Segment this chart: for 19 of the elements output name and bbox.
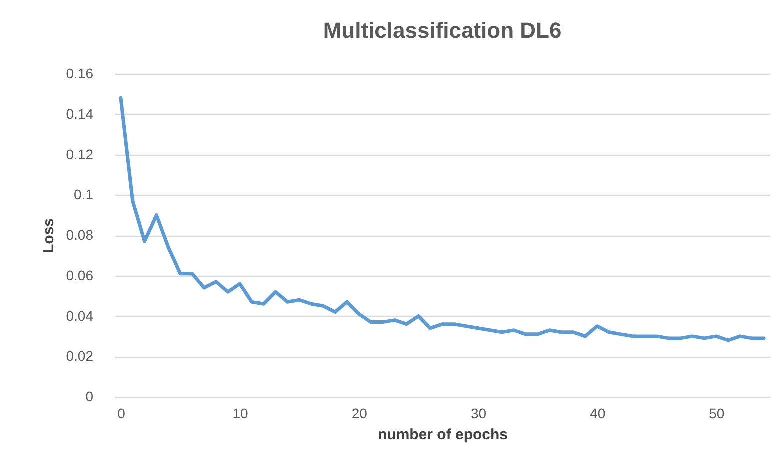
y-axis-title: Loss (40, 218, 58, 254)
x-tick-label: 0 (118, 406, 126, 422)
chart-title: Multiclassification DL6 (323, 18, 562, 43)
y-tick-label: 0.12 (66, 146, 94, 162)
x-tick-label: 30 (470, 406, 487, 422)
x-tick-label: 40 (590, 406, 606, 422)
x-tick-label: 50 (709, 406, 725, 422)
y-tick-label: 0.16 (66, 66, 94, 82)
line-series (119, 96, 766, 342)
y-tick-label: 0.06 (66, 267, 94, 284)
y-tick-label: 0.14 (66, 106, 94, 122)
x-tick-label: 20 (352, 406, 368, 422)
y-tick-label: 0.02 (66, 348, 94, 364)
y-tick-label: 0 (86, 388, 94, 404)
y-tick-label: 0.08 (66, 227, 94, 243)
y-tick-label: 0.1 (74, 186, 94, 203)
x-tick-label: 10 (232, 406, 249, 422)
y-tick-label: 0.04 (66, 308, 94, 324)
x-axis-title: number of epochs (378, 426, 508, 444)
